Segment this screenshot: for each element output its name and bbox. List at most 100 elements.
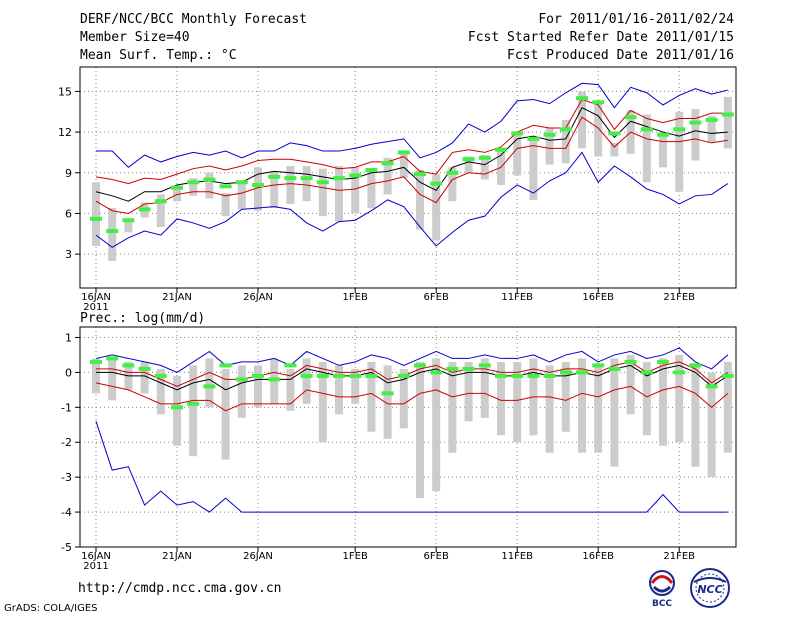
- prec-ensemble-box: [497, 361, 505, 436]
- forecast-started-date: Fcst Started Refer Date 2011/01/15: [467, 30, 734, 45]
- temp-observed-marker: [608, 131, 621, 136]
- temp-ensemble-box: [399, 151, 408, 179]
- prec-ytick-label: 0: [65, 366, 72, 379]
- prec-xtick-label: 16FEB: [582, 551, 614, 562]
- temp-observed-marker: [446, 170, 459, 175]
- temp-observed-marker: [154, 199, 167, 204]
- temp-ensemble-box: [237, 182, 246, 210]
- temp-observed-marker: [349, 173, 362, 178]
- prec-observed-marker: [689, 363, 702, 368]
- prec-observed-marker: [559, 370, 572, 375]
- temp-min-line: [95, 151, 729, 248]
- prec-ensemble-box: [545, 365, 554, 453]
- temp-ensemble-box: [529, 140, 538, 200]
- prec-observed-marker: [673, 370, 686, 375]
- temp-observed-marker: [705, 117, 718, 122]
- grads-credit: GrADS: COLA/IGES: [4, 603, 98, 614]
- prec-observed-marker: [138, 366, 151, 371]
- temp-ensemble-box: [578, 91, 586, 149]
- temp-observed-marker: [414, 172, 426, 177]
- prec-observed-marker: [203, 384, 216, 389]
- prec-ensemble-box: [659, 358, 667, 446]
- prec-observed-marker: [608, 366, 621, 371]
- temp-ensemble-box: [675, 111, 684, 192]
- temp-ensemble-box: [286, 165, 295, 204]
- prec-max-line: [95, 347, 729, 373]
- prec-observed-marker: [624, 359, 637, 364]
- prec-ensemble-box: [480, 358, 489, 418]
- temp-ensemble-box: [367, 168, 376, 209]
- temp-ensemble-box: [707, 115, 716, 143]
- prec-observed-marker: [430, 370, 443, 375]
- temp-ytick-label: 3: [65, 248, 72, 261]
- prec-observed-marker: [657, 359, 669, 364]
- prec-observed-marker: [187, 401, 200, 406]
- prec-observed-marker: [381, 391, 394, 396]
- prec-ensemble-box: [691, 365, 700, 467]
- temp-observed-marker: [122, 218, 135, 223]
- temp-ensemble-box: [189, 178, 198, 196]
- bcc-logo: BCC: [649, 570, 675, 608]
- ncc-logo: NCC: [690, 568, 730, 608]
- prec-observed-marker: [543, 373, 556, 378]
- prec-ytick-label: -3: [61, 471, 72, 484]
- prec-ensemble-box: [189, 365, 198, 457]
- chart-title: DERF/NCC/BCC Monthly Forecast: [80, 12, 307, 27]
- prec-observed-marker: [462, 366, 475, 371]
- temp-xtick-label: 21JAN: [162, 292, 192, 303]
- forecast-produced-date: Fcst Produced Date 2011/01/16: [507, 48, 734, 63]
- temp-observed-marker: [673, 127, 686, 132]
- prec-ensemble-box: [140, 361, 149, 394]
- prec-observed-marker: [219, 363, 232, 368]
- temp-ensemble-box: [432, 174, 441, 241]
- prec-ensemble-box: [723, 361, 732, 453]
- prec-ensemble-box: [561, 361, 570, 432]
- temp-observed-marker: [268, 174, 281, 179]
- prec-ensemble-box: [205, 358, 214, 408]
- temp-ensemble-box: [659, 132, 667, 168]
- temp-ensemble-box: [351, 167, 360, 214]
- prec-ensemble-box: [432, 358, 441, 492]
- temp-xtick-label: 1FEB: [343, 292, 368, 303]
- temp-minus-std-line: [95, 116, 728, 214]
- temp-observed-marker: [219, 184, 232, 189]
- prec-observed-marker: [90, 359, 102, 364]
- temp-observed-marker: [252, 182, 264, 187]
- prec-frame: [79, 326, 737, 548]
- temp-xtick-label: 11FEB: [501, 292, 533, 303]
- temp-observed-marker: [559, 127, 572, 132]
- temp-ensemble-box: [221, 193, 230, 217]
- prec-xtick-label: 21JAN: [162, 551, 192, 562]
- temp-ytick-label: 9: [65, 167, 72, 180]
- prec-ensemble-box: [302, 358, 311, 404]
- prec-ytick-label: -1: [61, 401, 72, 414]
- prec-ytick-label: -5: [61, 541, 72, 554]
- temp-ensemble-box: [416, 170, 424, 230]
- prec-ensemble-box: [108, 358, 117, 401]
- prec-ensemble-box: [578, 358, 586, 453]
- prec-ensemble-box: [642, 361, 651, 436]
- temp-observed-marker: [657, 132, 669, 137]
- temp-observed-marker: [300, 176, 313, 181]
- temp-observed-marker: [527, 136, 540, 141]
- temp-observed-marker: [90, 216, 102, 221]
- temp-observed-marker: [284, 176, 297, 181]
- svg-text:NCC: NCC: [697, 583, 722, 596]
- prec-observed-marker: [154, 373, 167, 378]
- temp-ensemble-box: [723, 96, 732, 149]
- prec-ensemble-box: [173, 375, 181, 446]
- prec-min-line: [95, 421, 728, 513]
- source-url[interactable]: http://cmdp.ncc.cma.gov.cn: [78, 581, 282, 596]
- temp-observed-marker: [381, 161, 394, 166]
- temp-observed-marker: [478, 155, 491, 160]
- prec-observed-marker: [316, 373, 329, 378]
- prec-observed-marker: [592, 363, 605, 368]
- prec-year-label: 2011: [83, 561, 108, 572]
- prec-minus-std-line: [95, 382, 729, 412]
- temp-observed-marker: [333, 176, 345, 181]
- prec-observed-marker: [122, 363, 135, 368]
- temp-observed-marker: [640, 127, 653, 132]
- prec-observed-marker: [333, 373, 345, 378]
- temp-ytick-label: 15: [58, 85, 72, 98]
